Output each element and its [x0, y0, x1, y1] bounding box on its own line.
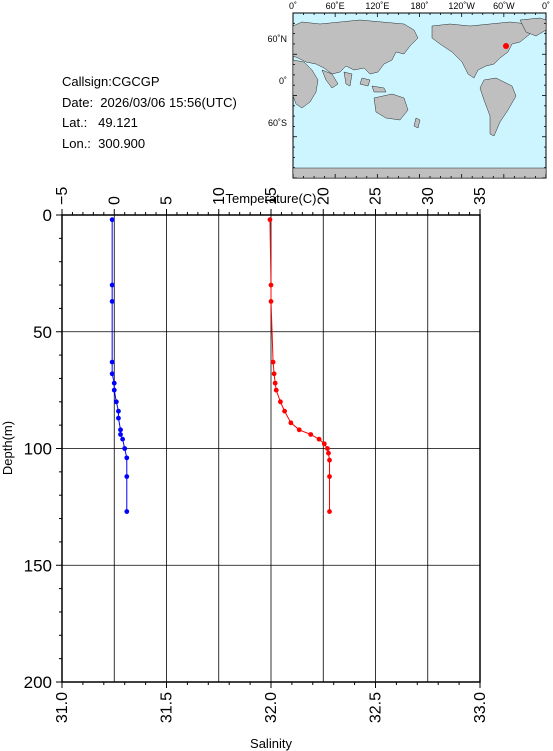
depth-tick-label: 200 — [24, 673, 52, 692]
depth-tick-label: 50 — [33, 323, 52, 342]
salinity-tick-labels: 31.0 31.5 32.0 32.5 33.0 — [54, 692, 489, 723]
map-longitude-label: 60˚W — [493, 1, 515, 11]
salinity-data-point — [122, 446, 128, 451]
temperature-tick-label: 25 — [368, 187, 385, 205]
temperature-data-point — [273, 387, 279, 393]
temperature-tick-label: 20 — [315, 187, 332, 205]
map-longitude-label: 180˚ — [410, 1, 428, 11]
station-marker-dot — [503, 43, 509, 49]
station-marker — [503, 43, 509, 49]
salinity-tick-label: 32.5 — [368, 692, 385, 723]
salinity-data-point — [118, 432, 123, 437]
temperature-data-point — [272, 380, 278, 386]
temperature-profile-line — [269, 219, 331, 512]
map-labels: 0˚ 60˚E 120˚E 180˚ 120˚W 60˚W 0˚ 60˚N 0˚ 60˚S — [267, 1, 550, 128]
temperature-data-point — [316, 436, 322, 442]
indonesia-shape — [359, 77, 387, 93]
temperature-data-point — [278, 399, 283, 405]
salinity-data-point — [109, 371, 115, 377]
greenland-shape — [519, 17, 547, 37]
latitude-text: Lat.: 49.121 — [62, 115, 138, 130]
temperature-tick-label: 30 — [420, 187, 437, 205]
depth-tick-label: 150 — [24, 556, 52, 575]
temperature-data-point — [327, 457, 332, 463]
salinity-data-point — [109, 282, 115, 288]
salinity-data-point — [111, 380, 117, 386]
map-longitude-label: 0˚ — [542, 1, 550, 11]
salinity-tick-label: 31.5 — [159, 692, 176, 723]
salinity-data-point — [124, 455, 130, 461]
salinity-data-point — [124, 509, 130, 514]
map-latitude-label: 60˚S — [268, 118, 287, 128]
new-zealand-shape — [413, 117, 421, 129]
salinity-data-point — [120, 436, 126, 442]
salinity-data-point — [124, 474, 130, 479]
temperature-data-point — [296, 427, 302, 433]
salinity-data-point — [111, 387, 117, 393]
salinity-data-point — [109, 359, 115, 365]
salinity-data-point — [118, 427, 123, 433]
map-land — [292, 17, 547, 179]
temperature-data-point — [268, 282, 274, 288]
temperature-data-point — [268, 298, 274, 304]
location-map: 0˚ 60˚E 120˚E 180˚ 120˚W 60˚W 0˚ 60˚N 0˚ 60˚S — [267, 1, 550, 179]
map-longitude-label: 0˚ — [289, 1, 297, 11]
temperature-data-point — [308, 432, 314, 437]
south-asia-shape — [321, 69, 353, 89]
temperature-data-point — [282, 408, 287, 414]
depth-tick-label: 100 — [24, 440, 52, 459]
temperature-tick-labels: −5 0 5 10 15 20 25 30 35 — [54, 187, 489, 205]
salinity-data-point — [109, 217, 115, 223]
salinity-data-point — [116, 408, 121, 414]
temperature-data-point — [270, 359, 276, 365]
temperature-data-point — [271, 371, 277, 377]
depth-axis-label: Depth(m) — [0, 421, 15, 475]
map-longitude-label: 120˚W — [448, 1, 475, 11]
south-america-shape — [479, 77, 517, 137]
salinity-data-point — [116, 415, 121, 421]
depth-tick-labels: 0 50 100 150 200 — [24, 206, 52, 692]
temperature-data-point — [327, 509, 332, 514]
temperature-data-point — [267, 217, 273, 223]
plot-frame — [61, 214, 481, 683]
temperature-axis-label: Temperature(C) — [225, 191, 316, 206]
map-longitude-label: 60˚E — [326, 1, 345, 11]
temperature-tick-label: 10 — [211, 187, 228, 205]
temperature-data-point — [327, 474, 332, 479]
longitude-text: Lon.: 300.900 — [62, 135, 146, 151]
station-info: Callsign:CGCGP Date: 2026/03/06 15:56(UT… — [62, 72, 237, 154]
africa-shape — [292, 59, 319, 109]
salinity-tick-label: 32.0 — [263, 692, 280, 723]
temperature-tick-label: 35 — [472, 187, 489, 205]
map-latitude-label: 0˚ — [279, 76, 287, 86]
depth-tick-label: 0 — [43, 206, 52, 225]
salinity-data-point — [109, 298, 115, 304]
north-america-shape — [431, 21, 531, 79]
eurasia-shape — [292, 19, 419, 75]
salinity-axis-label: Salinity — [250, 736, 292, 751]
australia-shape — [373, 93, 409, 121]
map-longitude-label: 120˚E — [365, 1, 389, 11]
callsign-text: Callsign:CGCGP — [62, 74, 160, 89]
temperature-data-point — [321, 441, 327, 447]
salinity-data-point — [113, 399, 119, 405]
temperature-data-point — [326, 450, 331, 456]
temperature-tick-label: 15 — [263, 187, 280, 205]
temperature-tick-label: 5 — [159, 196, 176, 205]
salinity-tick-label: 33.0 — [472, 692, 489, 723]
map-latitude-label: 60˚N — [267, 34, 287, 44]
temperature-data-point — [325, 446, 330, 451]
temperature-tick-label: 0 — [106, 196, 123, 205]
profile-series — [109, 217, 332, 514]
date-text: Date: 2026/03/06 15:56(UTC) — [62, 94, 237, 110]
salinity-tick-label: 31.0 — [54, 692, 71, 723]
map-frame-ticks — [292, 12, 547, 179]
temperature-tick-label: −5 — [54, 187, 71, 205]
temperature-data-point — [288, 420, 294, 426]
